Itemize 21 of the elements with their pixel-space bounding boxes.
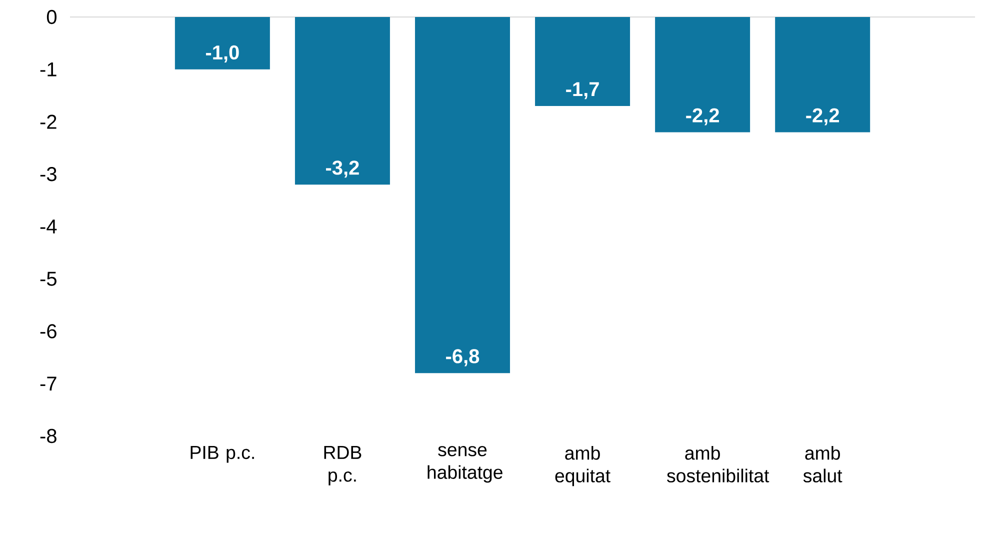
x-tick-label: amb equitat	[555, 446, 610, 486]
x-tick-label: RDB p.c.	[324, 446, 362, 486]
y-tick-label: -5	[40, 272, 56, 286]
data-label: -1,0	[206, 45, 239, 62]
y-tick-label: -6	[40, 324, 56, 338]
x-tick-label: sense habitatge	[428, 446, 502, 483]
y-tick-label: -2	[40, 114, 56, 129]
y-tick-label: -8	[40, 428, 56, 444]
data-label: -3,2	[326, 160, 359, 178]
y-tick-label: -4	[40, 220, 57, 234]
x-tick-label: amb salut	[803, 446, 842, 482]
data-label: -1,7	[566, 82, 599, 100]
x-tick-label: PIB p.c.	[190, 446, 254, 463]
y-tick-label: -7	[40, 376, 56, 391]
y-tick-label: -1	[40, 62, 56, 76]
y-tick-label: 0	[46, 10, 56, 24]
data-label: -6,8	[446, 349, 480, 366]
x-tick-label: amb sostenibilitat	[667, 446, 770, 482]
data-label: -2,2	[806, 108, 839, 126]
y-tick-label: -3	[40, 167, 56, 182]
data-label: -2,2	[686, 108, 719, 126]
